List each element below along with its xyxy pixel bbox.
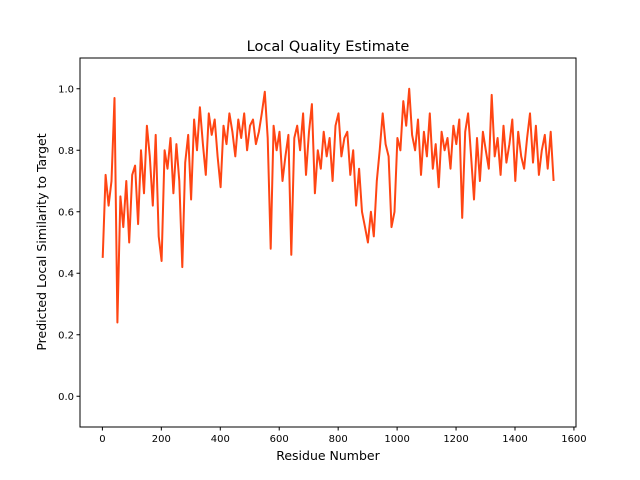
y-tick-label: 0.0 xyxy=(58,392,74,403)
x-tick-label: 800 xyxy=(329,434,348,445)
y-tick-label: 0.6 xyxy=(58,207,74,218)
y-tick-label: 0.2 xyxy=(58,330,74,341)
x-tick-label: 600 xyxy=(270,434,289,445)
y-tick-label: 0.8 xyxy=(58,146,74,157)
chart-title: Local Quality Estimate xyxy=(247,39,410,55)
x-tick-label: 1600 xyxy=(561,434,586,445)
x-tick-label: 1400 xyxy=(502,434,527,445)
x-tick-label: 400 xyxy=(211,434,230,445)
x-tick-label: 200 xyxy=(152,434,171,445)
x-tick-label: 1000 xyxy=(384,434,409,445)
series-line xyxy=(101,87,555,324)
y-tick-label: 0.4 xyxy=(58,269,74,280)
x-tick-label: 0 xyxy=(99,434,105,445)
plot-area xyxy=(101,87,555,324)
y-tick-label: 1.0 xyxy=(58,84,74,95)
y-axis: 0.0 0.2 0.4 0.6 0.8 1.0 xyxy=(58,84,80,403)
x-tick-label: 1200 xyxy=(443,434,468,445)
x-axis-label: Residue Number xyxy=(276,448,380,463)
axes-frame xyxy=(79,57,577,428)
x-axis: 0 200 400 600 800 1000 1200 1400 1600 xyxy=(99,427,587,445)
y-axis-label: Predicted Local Similarity to Target xyxy=(34,133,49,350)
